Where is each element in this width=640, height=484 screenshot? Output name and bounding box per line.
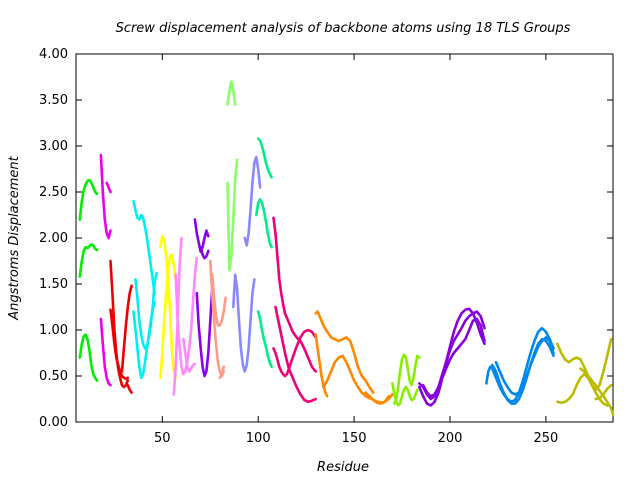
- series-line: [105, 181, 112, 194]
- series-line: [393, 353, 421, 405]
- series-line: [132, 199, 156, 295]
- series-17: [556, 337, 615, 416]
- series-line: [126, 383, 133, 394]
- series-line: [218, 365, 225, 380]
- series-1: [78, 178, 99, 382]
- series-line: [195, 287, 214, 378]
- series-line: [494, 336, 555, 396]
- series-line: [232, 273, 256, 373]
- x-axis-label: Residue: [317, 460, 369, 475]
- x-tick-label: 50: [154, 431, 171, 446]
- series-10: [232, 155, 262, 373]
- series-4: [132, 199, 158, 380]
- x-tick-label: 200: [438, 431, 463, 446]
- series-line: [421, 317, 486, 398]
- series-16: [485, 326, 555, 405]
- y-tick-label: 2.50: [39, 185, 68, 200]
- series-layer: [78, 80, 615, 416]
- series-12: [272, 216, 317, 404]
- y-tick-label: 2.00: [39, 231, 68, 246]
- y-tick-label: 1.50: [39, 277, 68, 292]
- x-tick-label: 250: [533, 431, 558, 446]
- y-axis-label: Angstroms Displacement: [7, 155, 22, 320]
- series-line: [272, 216, 317, 373]
- series-line: [391, 382, 419, 407]
- series-line: [485, 326, 555, 404]
- series-line: [255, 198, 273, 249]
- x-axis: 50 100 150 200 250: [154, 54, 558, 446]
- series-line: [490, 337, 555, 405]
- series-line: [120, 284, 133, 373]
- series-line: [226, 158, 239, 272]
- series-line: [159, 253, 177, 380]
- series-line: [256, 137, 273, 179]
- y-tick-label: 1.00: [39, 323, 68, 338]
- series-line: [272, 328, 317, 378]
- series-line: [418, 307, 486, 407]
- y-tick-label: 0.50: [39, 369, 68, 384]
- series-line: [78, 178, 99, 221]
- series-line: [199, 245, 210, 260]
- series-15: [418, 307, 486, 407]
- series-line: [556, 337, 613, 392]
- y-axis: 0.00 0.50 1.00 1.50 2.00 2.50 3.00 3.50 4.00: [39, 47, 613, 430]
- series-line: [109, 259, 130, 389]
- chart-title: Screw displacement analysis of backbone …: [116, 21, 571, 36]
- series-line: [109, 308, 130, 381]
- series-line: [579, 367, 615, 416]
- series-line: [594, 383, 613, 401]
- series-line: [418, 310, 486, 401]
- series-line: [314, 310, 375, 394]
- series-6: [172, 236, 199, 396]
- y-tick-label: 4.00: [39, 47, 68, 62]
- series-2: [99, 153, 112, 387]
- plot-frame: [75, 53, 614, 423]
- series-line: [134, 271, 158, 350]
- series-14: [391, 353, 421, 407]
- series-line: [78, 333, 99, 382]
- series-line: [256, 310, 273, 369]
- series-line: [226, 80, 237, 106]
- series-line: [182, 337, 197, 373]
- series-7: [193, 218, 214, 378]
- series-line: [78, 243, 99, 278]
- series-line: [210, 273, 227, 327]
- series-3: [109, 259, 133, 394]
- series-line: [364, 391, 394, 405]
- y-tick-label: 0.00: [39, 415, 68, 430]
- series-11: [255, 137, 273, 369]
- y-tick-label: 3.50: [39, 93, 68, 108]
- y-tick-label: 3.00: [39, 139, 68, 154]
- x-tick-label: 100: [246, 431, 271, 446]
- series-line: [99, 317, 112, 387]
- series-5: [159, 234, 177, 380]
- series-line: [274, 305, 317, 404]
- series-9: [226, 80, 239, 272]
- series-line: [314, 333, 329, 398]
- series-8: [209, 259, 227, 380]
- series-line: [99, 153, 112, 240]
- plot-border: [75, 53, 614, 423]
- x-tick-label: 150: [342, 431, 367, 446]
- series-line: [243, 155, 262, 247]
- series-13: [314, 310, 394, 405]
